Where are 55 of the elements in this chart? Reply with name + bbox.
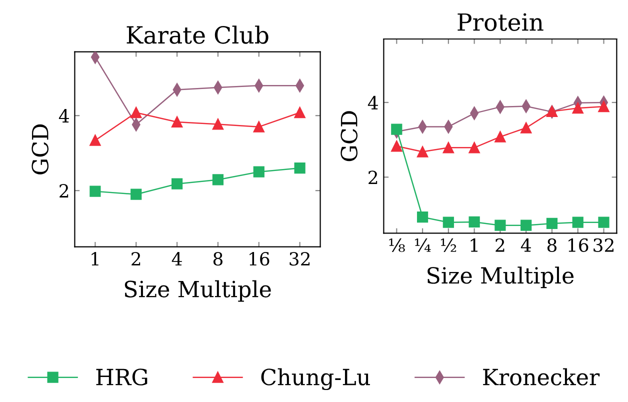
point bbox=[90, 52, 100, 64]
point bbox=[416, 212, 428, 223]
point bbox=[212, 118, 224, 130]
chart-title: Karate Club bbox=[126, 26, 268, 44]
point bbox=[546, 106, 558, 117]
x-tick-label: 2 bbox=[132, 252, 140, 266]
point bbox=[494, 220, 506, 231]
point bbox=[468, 216, 480, 228]
legend-label: Chung-Lu bbox=[261, 368, 370, 390]
point bbox=[391, 140, 402, 152]
point bbox=[253, 121, 264, 132]
x-tick-label: 1 bbox=[470, 238, 478, 252]
point bbox=[253, 166, 264, 178]
x-tick-label: 8 bbox=[213, 252, 222, 266]
point bbox=[598, 101, 610, 112]
x-tick-label: 4 bbox=[520, 238, 531, 252]
point bbox=[90, 134, 101, 146]
point bbox=[171, 116, 183, 128]
point bbox=[391, 124, 402, 135]
point bbox=[598, 216, 610, 228]
chart-title: Protein bbox=[458, 13, 544, 31]
x-tick-label: 16 bbox=[568, 238, 588, 252]
point bbox=[442, 216, 454, 228]
point bbox=[520, 220, 532, 231]
x-tick-label: 32 bbox=[594, 238, 614, 252]
x-tick-label: 8 bbox=[547, 238, 557, 252]
point bbox=[468, 142, 480, 154]
point bbox=[171, 178, 183, 190]
point bbox=[294, 162, 306, 174]
x-tick-label: 2 bbox=[496, 238, 504, 252]
x-tick-label: 4 bbox=[172, 252, 182, 266]
y-axis-title: GCD bbox=[340, 111, 358, 162]
legend-label: Kronecker bbox=[483, 368, 600, 386]
x-axis-title: Size Multiple bbox=[428, 266, 574, 288]
x-tick-label: 1 bbox=[92, 252, 98, 266]
point bbox=[294, 107, 306, 118]
point bbox=[416, 146, 428, 158]
x-axis-title: Size Multiple bbox=[124, 280, 271, 302]
y-axis-title: GCD bbox=[32, 124, 49, 174]
point bbox=[546, 218, 558, 230]
x-tick-label: 32 bbox=[290, 252, 310, 266]
point bbox=[442, 142, 454, 154]
point bbox=[90, 186, 101, 197]
x-tick-label: 16 bbox=[250, 252, 270, 266]
x-tick-label: ½ bbox=[440, 238, 456, 252]
point bbox=[572, 102, 584, 114]
point bbox=[130, 107, 142, 118]
x-tick-label: ¼ bbox=[415, 238, 431, 252]
point bbox=[212, 174, 224, 186]
legend-label: HRG bbox=[96, 368, 148, 386]
point bbox=[572, 216, 584, 228]
point bbox=[130, 188, 142, 200]
point bbox=[494, 131, 506, 142]
x-tick-label: ⅛ bbox=[389, 238, 405, 252]
point bbox=[520, 122, 532, 134]
